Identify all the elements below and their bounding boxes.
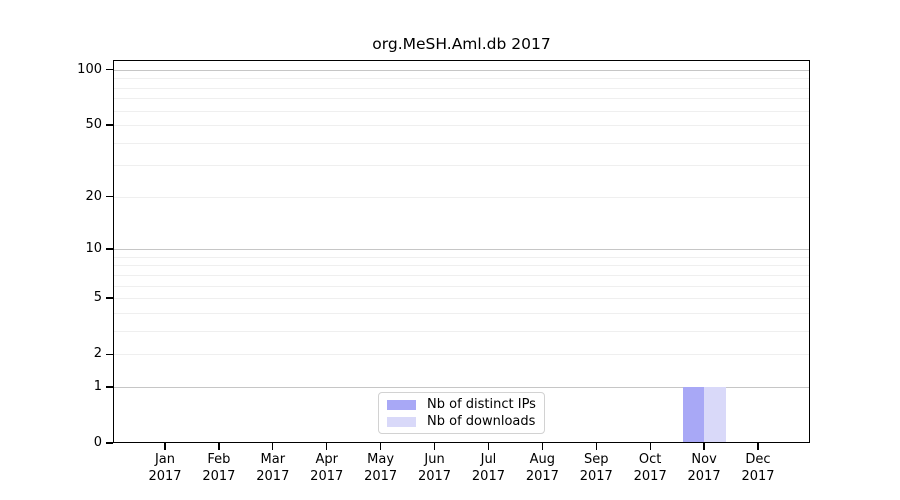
minor-gridline [114, 256, 809, 258]
minor-gridline [114, 354, 809, 356]
y-tick-label: 50 [85, 117, 102, 133]
y-tick-mark [106, 386, 113, 388]
minor-gridline [114, 87, 809, 89]
major-gridline [114, 69, 809, 71]
y-tick-mark [106, 353, 113, 355]
x-tick-mark [595, 443, 597, 450]
legend-swatch-downloads-icon [387, 416, 416, 427]
plot-area [113, 60, 810, 443]
x-tick-label: May 2017 [364, 452, 398, 484]
minor-gridline [114, 165, 809, 167]
x-tick-label: Apr 2017 [310, 452, 344, 484]
chart-title: org.MeSH.Aml.db 2017 [372, 35, 551, 53]
x-tick-mark [379, 443, 382, 450]
major-gridline [114, 386, 809, 388]
x-tick-label: Jul 2017 [471, 452, 505, 484]
y-tick-label: 5 [93, 290, 102, 306]
y-tick-mark [106, 69, 113, 71]
x-tick-mark [757, 443, 759, 450]
x-tick-label: Oct 2017 [633, 452, 667, 484]
x-tick-label: Feb 2017 [202, 452, 236, 484]
y-tick-label: 20 [85, 188, 102, 204]
minor-gridline [114, 330, 809, 332]
x-tick-mark [649, 443, 651, 450]
x-tick-mark [218, 443, 220, 450]
minor-gridline [114, 98, 809, 100]
minor-gridline [114, 196, 809, 198]
major-gridline [114, 249, 809, 251]
x-tick-label: Aug 2017 [525, 452, 559, 484]
legend-swatch-distinct-ips-icon [387, 399, 416, 410]
minor-gridline [114, 298, 809, 300]
minor-gridline [114, 78, 809, 80]
y-tick-mark [106, 196, 113, 198]
x-tick-mark [272, 443, 274, 450]
y-tick-mark [106, 248, 113, 250]
x-tick-label: Dec 2017 [741, 452, 775, 484]
legend: Nb of distinct IPs Nb of downloads [378, 392, 545, 434]
x-tick-mark [703, 443, 705, 450]
x-tick-mark [487, 443, 490, 450]
minor-gridline [114, 285, 809, 287]
y-tick-label: 1 [93, 378, 102, 394]
legend-label-downloads: Nb of downloads [427, 414, 536, 429]
minor-gridline [114, 142, 809, 144]
bar-distinct-ips [682, 386, 705, 442]
x-tick-mark [326, 443, 328, 450]
x-tick-label: Jan 2017 [148, 452, 182, 484]
minor-gridline [114, 265, 809, 267]
x-tick-label: Sep 2017 [579, 452, 613, 484]
y-tick-mark [106, 442, 113, 444]
minor-gridline [114, 125, 809, 127]
x-tick-mark [164, 443, 166, 450]
x-tick-mark [541, 443, 543, 450]
x-tick-label: Mar 2017 [256, 452, 290, 484]
y-tick-mark [106, 297, 113, 299]
bar-downloads [704, 386, 726, 442]
x-tick-mark [433, 443, 436, 450]
y-tick-label: 0 [93, 435, 102, 450]
y-tick-mark [106, 124, 113, 126]
legend-entry-distinct-ips: Nb of distinct IPs [379, 397, 544, 412]
x-tick-label: Nov 2017 [687, 452, 721, 484]
minor-gridline [114, 312, 809, 314]
x-tick-label: Jun 2017 [417, 452, 452, 484]
minor-gridline [114, 110, 809, 112]
y-tick-label: 100 [77, 61, 102, 77]
y-tick-label: 2 [93, 346, 102, 362]
y-tick-label: 10 [85, 241, 102, 257]
minor-gridline [114, 274, 809, 276]
legend-entry-downloads: Nb of downloads [379, 414, 544, 429]
legend-label-distinct-ips: Nb of distinct IPs [427, 397, 536, 412]
